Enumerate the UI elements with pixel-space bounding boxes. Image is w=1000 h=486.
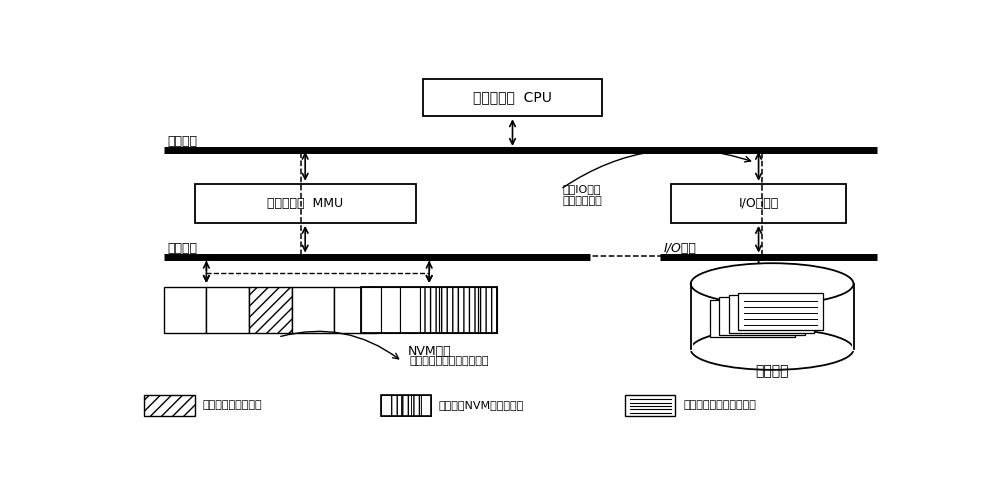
Ellipse shape (691, 329, 854, 370)
Bar (421, 395, 431, 416)
Bar (301, 151, 762, 256)
Bar (249, 287, 292, 333)
Bar (710, 300, 795, 337)
Bar (738, 293, 823, 330)
Bar (671, 184, 846, 223)
Bar (144, 395, 195, 416)
Bar (206, 287, 249, 333)
Bar (411, 395, 421, 416)
Text: 中央处理器  CPU: 中央处理器 CPU (473, 90, 552, 104)
Text: 内存控制器  MMU: 内存控制器 MMU (267, 197, 343, 210)
Text: 交换分区: 交换分区 (755, 364, 789, 378)
Bar (381, 395, 391, 416)
Bar (439, 287, 458, 333)
Text: 内存总线: 内存总线 (168, 242, 198, 255)
Bar (458, 287, 478, 333)
Text: I/O总线: I/O总线 (664, 242, 696, 255)
Text: 使用内存拷贝进行数据传输: 使用内存拷贝进行数据传输 (410, 356, 489, 366)
Ellipse shape (691, 263, 854, 304)
Bar (478, 287, 497, 333)
Bar (334, 287, 377, 333)
Bar (381, 395, 431, 416)
Bar (423, 79, 602, 116)
Bar (729, 295, 814, 332)
Bar (401, 395, 411, 416)
Text: 内存中不活跃的页面: 内存中不活跃的页面 (202, 400, 262, 410)
Bar (625, 395, 675, 416)
Bar (381, 287, 400, 333)
Bar (361, 287, 497, 333)
Text: 被交换到NVM缓存的数据: 被交换到NVM缓存的数据 (439, 400, 524, 410)
Text: I/O控制器: I/O控制器 (738, 197, 779, 210)
Bar (420, 287, 439, 333)
Bar (400, 287, 420, 333)
Bar (361, 287, 381, 333)
Bar (195, 184, 416, 223)
Text: 通过IO总线
进行数据传输: 通过IO总线 进行数据传输 (563, 184, 603, 206)
Bar (391, 395, 401, 416)
Bar (292, 287, 334, 333)
Bar (691, 284, 854, 349)
Text: 系统总线: 系统总线 (168, 135, 198, 148)
Bar (719, 297, 805, 335)
Bar (164, 287, 206, 333)
Text: 被交换到交换分区的数据: 被交换到交换分区的数据 (683, 400, 756, 410)
Text: NVM缓存: NVM缓存 (407, 345, 451, 358)
